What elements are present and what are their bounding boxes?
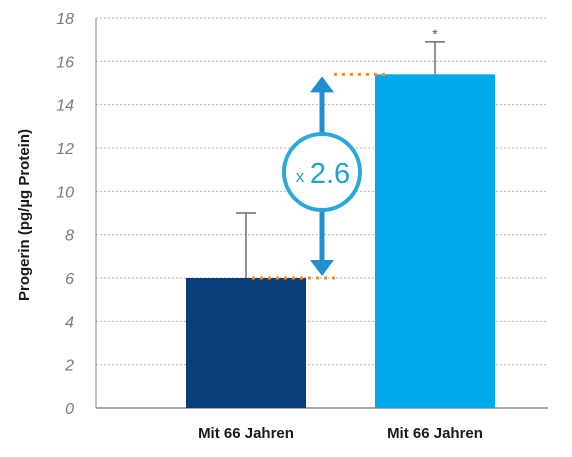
ratio-prefix: x	[296, 167, 305, 186]
y-tick-label: 2	[64, 358, 74, 375]
category-label: Mit 66 Jahren	[387, 425, 483, 442]
y-axis-title: Progerin (pg/µg Protein)	[16, 129, 33, 301]
y-tick-label: 18	[56, 11, 74, 28]
y-tick-label: 8	[65, 228, 74, 245]
bar	[375, 74, 495, 408]
ratio-annotation: x 2.6	[282, 132, 362, 212]
y-tick-label: 14	[56, 98, 74, 115]
category-labels: Mit 66 Jahren Mit 66 Jahren	[198, 425, 483, 442]
significance-marker: *	[432, 26, 438, 42]
error-bars	[236, 41, 445, 278]
y-tick-label: 10	[56, 184, 74, 201]
arrow-head-up	[310, 76, 334, 93]
y-tick-label: 0	[65, 401, 74, 418]
y-tick-label: 4	[65, 314, 74, 331]
y-tick-label: 12	[56, 141, 74, 158]
arrow-head-down	[310, 260, 334, 276]
significance-markers: *	[432, 26, 438, 42]
ratio-value: 2.6	[310, 158, 350, 190]
dotted-markers	[252, 72, 386, 280]
bar	[186, 278, 306, 408]
y-tick-label: 6	[65, 271, 74, 288]
ratio-circle	[282, 132, 362, 212]
category-label: Mit 66 Jahren	[198, 425, 294, 442]
y-tick-labels: 0 2 4 6 8 10 12 14 16 18	[56, 11, 74, 418]
y-tick-label: 16	[56, 54, 74, 71]
bars	[186, 74, 495, 408]
